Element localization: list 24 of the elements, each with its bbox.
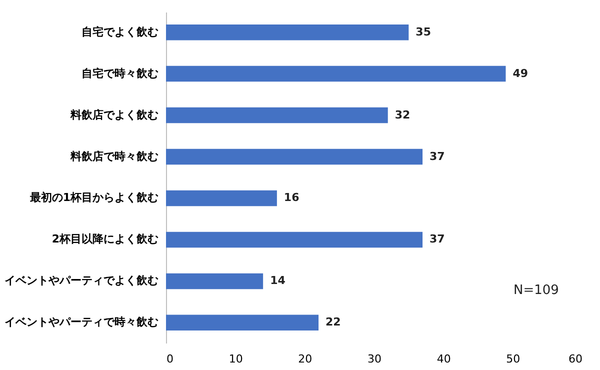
y-tick-label: 自宅でよく飲む — [82, 25, 158, 38]
x-tick-label: 0 — [166, 352, 174, 366]
data-label: 49 — [512, 66, 528, 80]
data-label: 14 — [270, 274, 286, 288]
data-label: 37 — [430, 232, 445, 246]
y-tick-label: 料飲店でよく飲む — [70, 108, 158, 122]
x-tick-label: 10 — [228, 352, 243, 366]
annotation: N=109 — [514, 283, 559, 298]
y-tick-label: イベントやパーティで時々飲む — [4, 316, 158, 329]
y-tick-label: 最初の1杯目からよく飲む — [28, 191, 158, 204]
x-tick-label: 60 — [568, 352, 582, 366]
data-label: 35 — [416, 25, 431, 38]
y-tick-label: イベントやパーティでよく飲む — [4, 274, 158, 288]
x-tick-label: 50 — [506, 352, 520, 366]
data-label: 16 — [284, 191, 300, 204]
x-tick-label: 40 — [436, 352, 451, 366]
data-label: 32 — [394, 108, 410, 122]
data-label: 37 — [430, 150, 445, 163]
y-tick-label: 料飲店で時々飲む — [70, 150, 158, 163]
x-tick-label: 30 — [368, 352, 382, 366]
y-tick-label: 自宅で時々飲む — [82, 66, 158, 80]
x-tick-label: 20 — [298, 352, 312, 366]
y-tick-label: 2杯目以降によく飲む — [52, 232, 158, 246]
data-label: 22 — [326, 316, 341, 329]
